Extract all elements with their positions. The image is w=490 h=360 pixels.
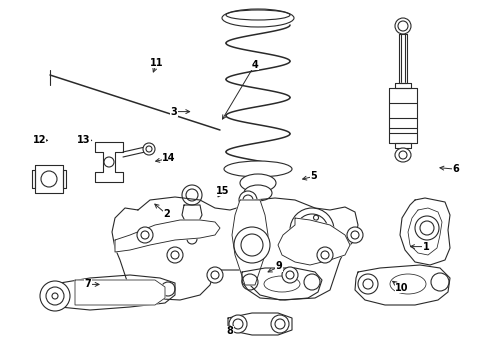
Ellipse shape bbox=[240, 174, 276, 192]
Text: 2: 2 bbox=[163, 209, 170, 219]
Polygon shape bbox=[408, 208, 442, 255]
Text: 8: 8 bbox=[227, 326, 234, 336]
Circle shape bbox=[358, 274, 378, 294]
Circle shape bbox=[167, 247, 183, 263]
Ellipse shape bbox=[244, 185, 272, 201]
Circle shape bbox=[271, 315, 289, 333]
Ellipse shape bbox=[395, 18, 411, 34]
Text: 14: 14 bbox=[162, 153, 176, 163]
Polygon shape bbox=[35, 165, 63, 193]
Circle shape bbox=[234, 227, 270, 263]
Ellipse shape bbox=[395, 148, 411, 162]
Text: 4: 4 bbox=[251, 60, 258, 70]
Circle shape bbox=[137, 227, 153, 243]
Polygon shape bbox=[112, 197, 358, 300]
Text: 7: 7 bbox=[85, 279, 92, 289]
Polygon shape bbox=[75, 280, 165, 305]
Ellipse shape bbox=[224, 161, 292, 177]
Text: 1: 1 bbox=[423, 242, 430, 252]
Polygon shape bbox=[32, 170, 35, 188]
Polygon shape bbox=[395, 83, 411, 88]
Circle shape bbox=[229, 315, 247, 333]
Circle shape bbox=[290, 208, 334, 252]
Polygon shape bbox=[182, 205, 202, 223]
Circle shape bbox=[143, 143, 155, 155]
Text: 13: 13 bbox=[76, 135, 90, 145]
Ellipse shape bbox=[187, 234, 197, 244]
Text: 3: 3 bbox=[171, 107, 177, 117]
Circle shape bbox=[40, 281, 70, 311]
Ellipse shape bbox=[239, 191, 257, 209]
Circle shape bbox=[317, 247, 333, 263]
Text: 10: 10 bbox=[395, 283, 409, 293]
Text: 6: 6 bbox=[452, 164, 459, 174]
Circle shape bbox=[207, 267, 223, 283]
Text: 11: 11 bbox=[150, 58, 164, 68]
Circle shape bbox=[282, 267, 298, 283]
Polygon shape bbox=[278, 218, 350, 265]
Text: 5: 5 bbox=[310, 171, 317, 181]
Polygon shape bbox=[400, 198, 450, 265]
Polygon shape bbox=[115, 220, 220, 252]
Polygon shape bbox=[47, 275, 175, 310]
Polygon shape bbox=[355, 265, 450, 305]
Polygon shape bbox=[63, 170, 66, 188]
Polygon shape bbox=[95, 142, 123, 182]
Polygon shape bbox=[395, 143, 411, 148]
Polygon shape bbox=[389, 88, 417, 143]
Text: 12: 12 bbox=[32, 135, 46, 145]
Text: 15: 15 bbox=[216, 186, 230, 196]
Polygon shape bbox=[399, 34, 407, 83]
Text: 9: 9 bbox=[276, 261, 283, 271]
Circle shape bbox=[415, 216, 439, 240]
Polygon shape bbox=[228, 313, 292, 335]
Ellipse shape bbox=[182, 185, 202, 205]
Circle shape bbox=[347, 227, 363, 243]
Ellipse shape bbox=[245, 227, 251, 233]
Polygon shape bbox=[240, 209, 256, 224]
Polygon shape bbox=[232, 200, 268, 285]
Polygon shape bbox=[242, 268, 322, 300]
Ellipse shape bbox=[222, 9, 294, 27]
